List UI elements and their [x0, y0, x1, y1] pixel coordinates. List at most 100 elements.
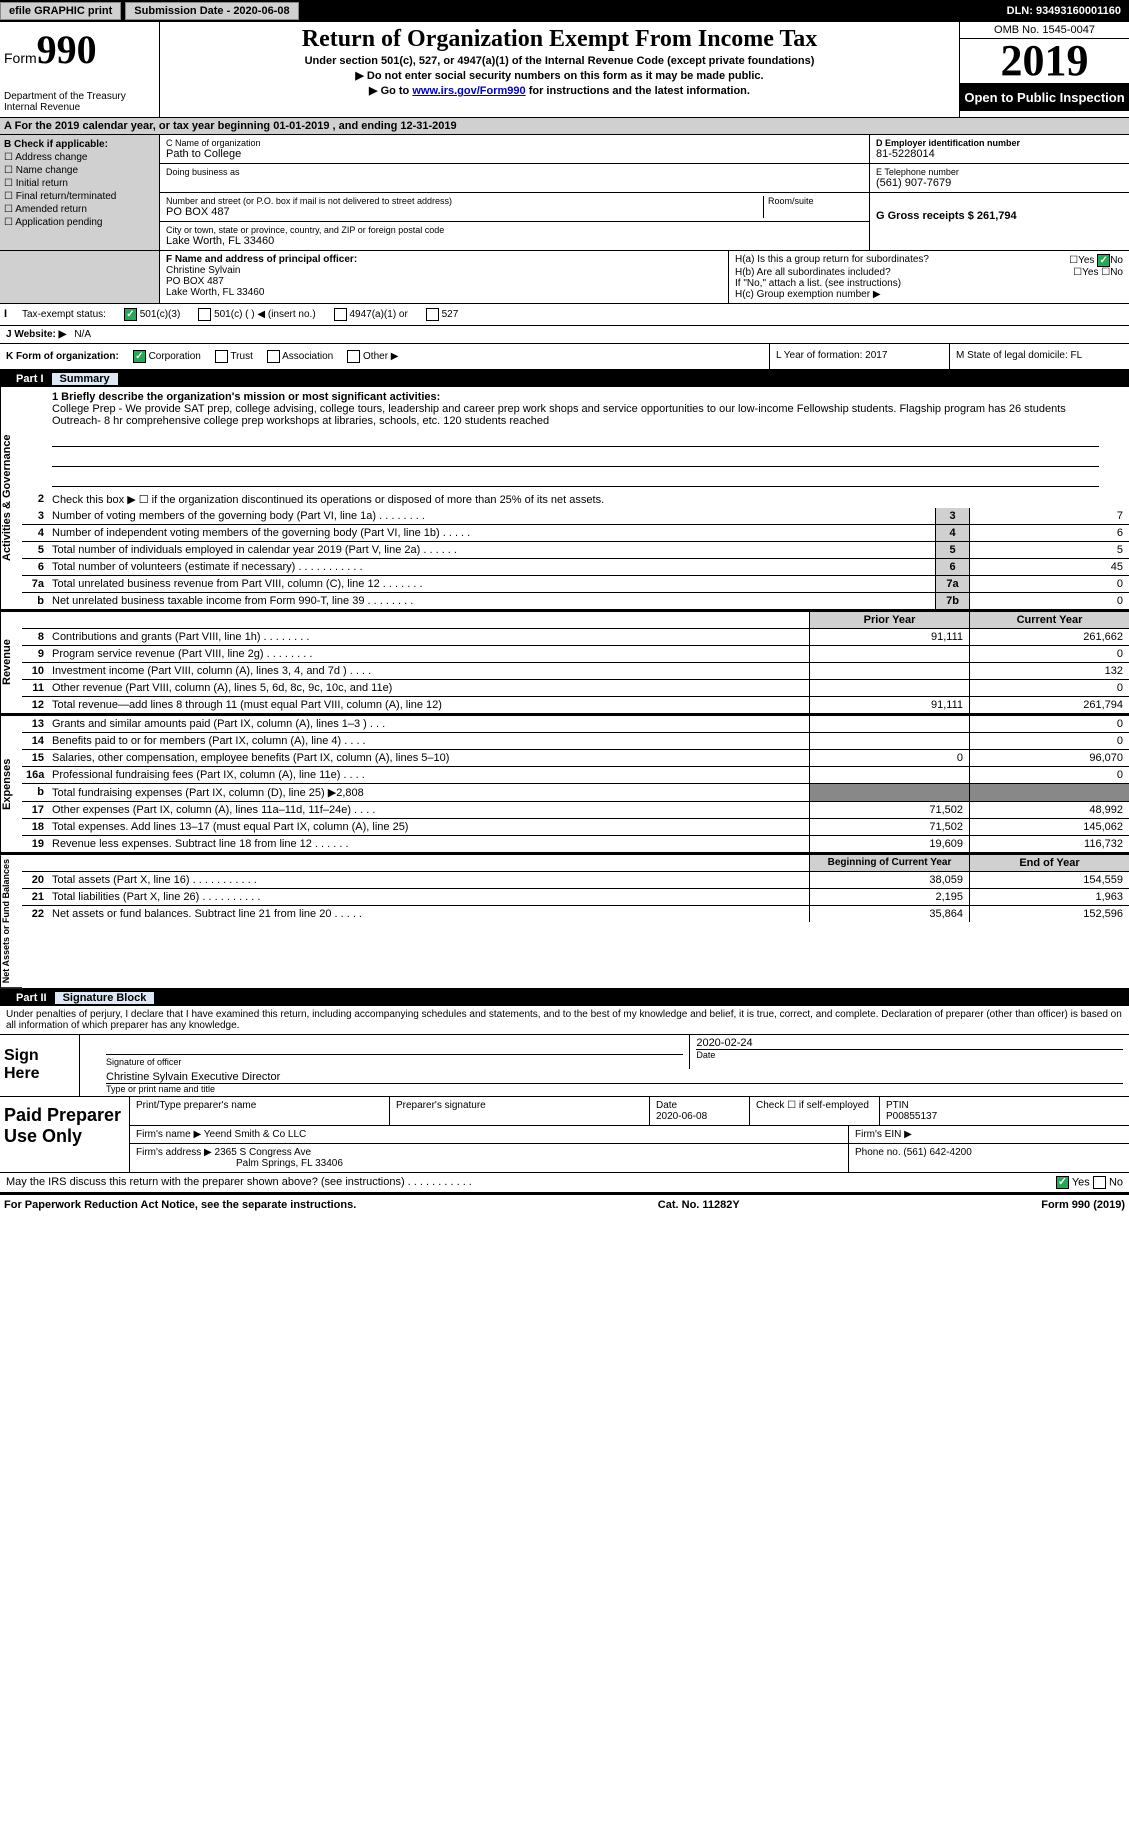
chk-527[interactable]: [426, 308, 439, 321]
officer-name: Christine Sylvain: [166, 265, 722, 276]
py11: [809, 680, 969, 696]
py12: 91,111: [809, 697, 969, 713]
hc-label: H(c) Group exemption number ▶: [735, 289, 1123, 300]
cy15: 96,070: [969, 750, 1129, 766]
revenue-section: Revenue Prior YearCurrent Year 8Contribu…: [0, 610, 1129, 714]
line8: Contributions and grants (Part VIII, lin…: [48, 629, 809, 645]
cy8: 261,662: [969, 629, 1129, 645]
end-year-hdr: End of Year: [969, 855, 1129, 871]
line14: Benefits paid to or for members (Part IX…: [48, 733, 809, 749]
chk-final-return[interactable]: Final return/terminated: [4, 191, 155, 202]
val7b: 0: [969, 593, 1129, 609]
form-subtitle: Under section 501(c), 527, or 4947(a)(1)…: [168, 55, 951, 67]
officer-addr: PO BOX 487: [166, 276, 722, 287]
chk-corporation[interactable]: [133, 350, 146, 363]
chk-address-change[interactable]: Address change: [4, 152, 155, 163]
chk-association[interactable]: [267, 350, 280, 363]
chk-trust[interactable]: [215, 350, 228, 363]
efile-link[interactable]: efile GRAPHIC print: [0, 2, 121, 20]
part1-title: Summary: [52, 373, 118, 385]
vtab-revenue: Revenue: [0, 612, 22, 714]
prep-date: 2020-06-08: [656, 1111, 707, 1122]
firm-addr1: 2365 S Congress Ave: [215, 1147, 312, 1158]
sign-here-label: Sign Here: [0, 1035, 80, 1096]
val4: 6: [969, 525, 1129, 541]
paperwork-notice: For Paperwork Reduction Act Notice, see …: [4, 1199, 356, 1211]
chk-4947[interactable]: [334, 308, 347, 321]
mission-label: 1 Briefly describe the organization's mi…: [52, 391, 1099, 403]
page-footer: For Paperwork Reduction Act Notice, see …: [0, 1194, 1129, 1215]
line5: Total number of individuals employed in …: [48, 542, 935, 558]
line7a: Total unrelated business revenue from Pa…: [48, 576, 935, 592]
line19: Revenue less expenses. Subtract line 18 …: [48, 836, 809, 852]
discuss-yes[interactable]: [1056, 1176, 1069, 1189]
line22: Net assets or fund balances. Subtract li…: [48, 906, 809, 922]
discuss-question: May the IRS discuss this return with the…: [6, 1176, 1056, 1189]
part2-header: Part II Signature Block: [0, 990, 1129, 1006]
py14: [809, 733, 969, 749]
cy12: 261,794: [969, 697, 1129, 713]
officer-h-block: F Name and address of principal officer:…: [0, 251, 1129, 304]
val6: 45: [969, 559, 1129, 575]
cy9: 0: [969, 646, 1129, 662]
py9: [809, 646, 969, 662]
line2: Check this box ▶ ☐ if the organization d…: [48, 491, 1129, 508]
tax-year: 2019: [960, 39, 1129, 84]
cy18: 145,062: [969, 819, 1129, 835]
line15: Salaries, other compensation, employee b…: [48, 750, 809, 766]
header-mid: Return of Organization Exempt From Incom…: [160, 22, 959, 117]
chk-501c[interactable]: [198, 308, 211, 321]
line16a: Professional fundraising fees (Part IX, …: [48, 767, 809, 783]
chk-amended-return[interactable]: Amended return: [4, 204, 155, 215]
dln: DLN: 93493160001160: [1007, 5, 1129, 17]
type-name-label: Type or print name and title: [106, 1084, 1123, 1094]
chk-name-change[interactable]: Name change: [4, 165, 155, 176]
sig-officer-label: Signature of officer: [106, 1057, 683, 1067]
org-name-label: C Name of organization: [166, 138, 863, 148]
line11: Other revenue (Part VIII, column (A), li…: [48, 680, 809, 696]
beginning-year-hdr: Beginning of Current Year: [809, 855, 969, 871]
form-word: Form: [4, 50, 37, 66]
print-name-label: Print/Type preparer's name: [130, 1097, 390, 1125]
part2-num: Part II: [8, 992, 55, 1004]
state-domicile: M State of legal domicile: FL: [949, 344, 1129, 369]
date-label: Date: [696, 1050, 1123, 1060]
py19: 19,609: [809, 836, 969, 852]
dept-line1: Department of the Treasury: [4, 91, 155, 102]
vtab-expenses: Expenses: [0, 716, 22, 853]
phone: (561) 907-7679: [876, 177, 1123, 189]
chk-application-pending[interactable]: Application pending: [4, 217, 155, 228]
line18: Total expenses. Add lines 13–17 (must eq…: [48, 819, 809, 835]
discuss-row: May the IRS discuss this return with the…: [0, 1173, 1129, 1194]
cy10: 132: [969, 663, 1129, 679]
current-year-hdr: Current Year: [969, 612, 1129, 628]
chk-501c3[interactable]: [124, 308, 137, 321]
website-row: J Website: ▶ N/A: [0, 326, 1129, 344]
firm-addr2: Palm Springs, FL 33406: [236, 1158, 343, 1169]
discuss-no[interactable]: [1093, 1176, 1106, 1189]
py13: [809, 716, 969, 732]
firm-name: Yeend Smith & Co LLC: [204, 1129, 306, 1140]
entity-right: D Employer identification number 81-5228…: [869, 135, 1129, 250]
part2-title: Signature Block: [55, 992, 155, 1004]
sign-here-block: Sign Here Signature of officer 2020-02-2…: [0, 1035, 1129, 1097]
k-l-m-row: K Form of organization: Corporation Trus…: [0, 344, 1129, 371]
chk-other[interactable]: [347, 350, 360, 363]
top-bar: efile GRAPHIC print Submission Date - 20…: [0, 0, 1129, 22]
dba-label: Doing business as: [166, 167, 863, 177]
irs-link[interactable]: www.irs.gov/Form990: [412, 85, 525, 97]
self-employed-check[interactable]: Check ☐ if self-employed: [750, 1097, 880, 1125]
ha-label: H(a) Is this a group return for subordin…: [735, 254, 929, 267]
officer-name-title: Christine Sylvain Executive Director: [106, 1071, 1123, 1084]
ein: 81-5228014: [876, 148, 1123, 160]
py15: 0: [809, 750, 969, 766]
e21: 1,963: [969, 889, 1129, 905]
dept-line2: Internal Revenue: [4, 102, 155, 113]
form-number: 990: [37, 27, 97, 72]
net-assets-section: Net Assets or Fund Balances Beginning of…: [0, 853, 1129, 990]
val3: 7: [969, 508, 1129, 524]
phone-label: E Telephone number: [876, 167, 1123, 177]
line13: Grants and similar amounts paid (Part IX…: [48, 716, 809, 732]
ein-label: D Employer identification number: [876, 138, 1123, 148]
chk-initial-return[interactable]: Initial return: [4, 178, 155, 189]
